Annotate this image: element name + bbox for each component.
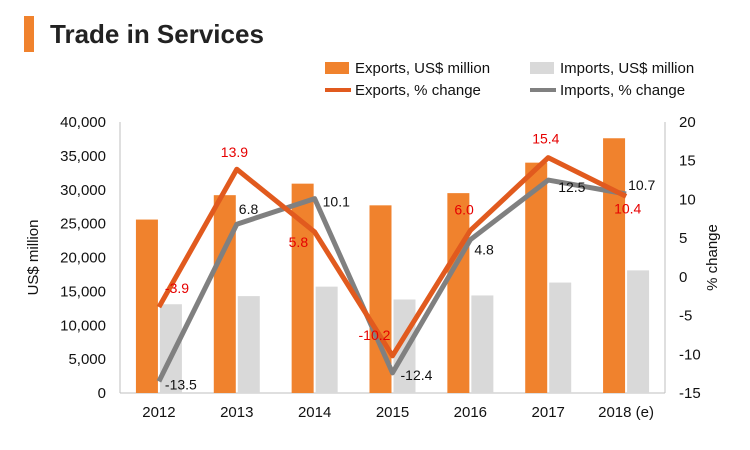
y-tick-label: 5,000: [68, 351, 106, 368]
data-label-exports-change: -10.2: [359, 327, 391, 343]
legend-label-exports-change: Exports, % change: [355, 82, 481, 99]
y2-tick-label: 15: [679, 153, 696, 170]
x-tick-label: 2013: [220, 404, 253, 421]
data-label-imports-change: -13.5: [165, 376, 197, 392]
y2-tick-label: 5: [679, 230, 687, 247]
line-imports-change: [156, 177, 627, 383]
bar-exports: [213, 195, 236, 393]
x-tick-label: 2016: [454, 404, 487, 421]
bar-imports: [315, 286, 338, 393]
y2-tick-label: 0: [679, 269, 687, 286]
x-tick-label: 2015: [376, 404, 409, 421]
y2-axis-title: % change: [704, 224, 721, 291]
bar-imports: [393, 299, 416, 393]
bar-exports: [603, 138, 626, 393]
data-label-exports-change: 13.9: [221, 144, 248, 160]
data-label-imports-change: 10.7: [628, 177, 655, 193]
bar-imports: [471, 295, 494, 393]
data-label-exports-change: 6.0: [454, 201, 474, 217]
title-accent-bar: [24, 16, 34, 52]
data-label-imports-change: 10.1: [323, 194, 350, 210]
legend-swatch-imports: [530, 62, 554, 74]
data-label-exports-change: 10.4: [614, 200, 641, 216]
bar-exports: [291, 183, 314, 393]
legend-label-imports: Imports, US$ million: [560, 60, 694, 77]
y2-tick-label: 20: [679, 114, 696, 131]
page-title: Trade in Services: [50, 18, 264, 49]
data-label-exports-change: 15.4: [532, 131, 559, 147]
bar-exports: [525, 162, 548, 393]
legend-label-imports-change: Imports, % change: [560, 82, 685, 99]
x-tick-label: 2017: [532, 404, 565, 421]
x-tick-label: 2018 (e): [598, 404, 654, 421]
y2-tick-label: -10: [679, 346, 701, 363]
bar-imports: [627, 270, 650, 393]
x-tick-label: 2014: [298, 404, 331, 421]
bar-exports: [135, 219, 158, 393]
y2-tick-label: -15: [679, 385, 701, 402]
y-tick-label: 35,000: [60, 148, 106, 165]
line-exports-change: [156, 155, 628, 359]
data-label-imports-change: 4.8: [474, 242, 494, 258]
data-label-imports-change: 6.8: [239, 201, 259, 217]
y2-tick-label: -5: [679, 308, 692, 325]
data-label-exports-change: 5.8: [289, 234, 309, 250]
y-tick-label: 25,000: [60, 216, 106, 233]
y-tick-label: 40,000: [60, 114, 106, 131]
x-tick-label: 2012: [142, 404, 175, 421]
header: Trade in Services: [24, 16, 264, 52]
bar-exports: [447, 193, 470, 393]
legend-label-exports: Exports, US$ million: [355, 60, 490, 77]
data-label-imports-change: 12.5: [558, 179, 585, 195]
y2-tick-label: 10: [679, 191, 696, 208]
y-tick-label: 30,000: [60, 182, 106, 199]
data-label-imports-change: -12.4: [401, 367, 433, 383]
legend-swatch-exports: [325, 62, 349, 74]
bar-imports: [549, 282, 572, 393]
y-tick-label: 15,000: [60, 283, 106, 300]
data-label-exports-change: -3.9: [165, 280, 189, 296]
y-tick-label: 20,000: [60, 250, 106, 267]
y-axis-title: US$ million: [25, 220, 42, 296]
y-tick-label: 0: [98, 385, 106, 402]
bar-imports: [237, 296, 260, 393]
y-tick-label: 10,000: [60, 317, 106, 334]
